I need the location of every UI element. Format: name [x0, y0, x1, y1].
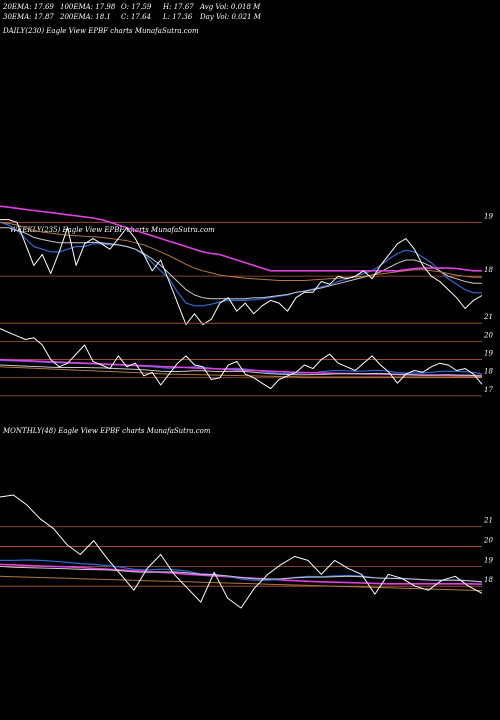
day-vol-stat: Day Vol: 0.021 M — [200, 13, 261, 22]
ema200-label: 200EMA: — [60, 13, 94, 21]
avg-vol-stat: Avg Vol: 0.018 M — [200, 3, 260, 12]
ema20-label: 20EMA: — [3, 3, 32, 11]
weekly-panel-title: WEEKLY(235) Eagle View EPBF charts Munaf… — [10, 226, 215, 234]
monthly-y-tick-label: 20 — [483, 537, 493, 545]
ema30-label: 30EMA: — [3, 13, 32, 21]
weekly-ema-mid-line — [0, 366, 482, 378]
close-label: C: — [121, 13, 129, 21]
daily-ema-long-line — [0, 205, 482, 272]
daily-panel-title: DAILY(230) Eagle View EPBF charts Munafa… — [3, 27, 199, 35]
daily-ema-slow-line — [0, 227, 482, 300]
low-stat: L: 17.36 — [163, 13, 192, 22]
header-row-1: 20EMA: 17.69 — [3, 3, 54, 12]
close-value: 17.64 — [130, 13, 151, 21]
ema30-stat: 30EMA: 17.87 — [3, 13, 54, 22]
ema20-value: 17.69 — [33, 3, 54, 11]
monthly-y-tick-label: 18 — [484, 576, 493, 584]
open-label: O: — [121, 3, 130, 11]
monthly-price-line — [0, 494, 483, 609]
close-stat: C: 17.64 — [121, 13, 151, 22]
weekly-y-tick-label: 20 — [483, 331, 493, 339]
day-vol-value: 0.021 M — [231, 13, 261, 21]
weekly-y-tick-label: 18 — [484, 368, 493, 376]
ema200-value: 18.1 — [95, 13, 111, 21]
monthly-y-tick-label: 21 — [483, 517, 493, 525]
day-vol-label: Day Vol: — [200, 13, 230, 21]
weekly-y-tick-label: 21 — [483, 313, 493, 321]
ema100-label: 100EMA: — [60, 3, 94, 11]
avg-vol-label: Avg Vol: — [200, 3, 229, 11]
monthly-ema-long-line — [0, 563, 483, 585]
high-stat: H: 17.67 — [163, 3, 194, 12]
low-label: L: — [163, 13, 171, 21]
avg-vol-value: 0.018 M — [230, 3, 261, 11]
monthly-ema-mid-line — [0, 575, 483, 592]
daily-price-line — [0, 219, 483, 326]
high-value: 17.67 — [173, 3, 194, 11]
ema30-value: 17.87 — [33, 13, 54, 21]
weekly-ema-slow-line — [0, 364, 483, 377]
daily-ema-fast-line — [0, 221, 482, 307]
open-stat: O: 17.59 — [121, 3, 151, 12]
weekly-y-tick-label: 19 — [484, 350, 493, 358]
high-label: H: — [163, 3, 172, 11]
open-value: 17.59 — [131, 3, 152, 11]
weekly-y-tick-label: 17 — [484, 386, 493, 394]
daily-y-tick-label: 18 — [484, 266, 493, 274]
daily-y-tick-label: 19 — [484, 212, 493, 220]
daily-ema-mid-line — [0, 221, 482, 281]
ema100-stat: 100EMA: 17.98 — [60, 3, 115, 12]
monthly-y-tick-label: 19 — [484, 556, 493, 564]
weekly-price-line — [0, 328, 483, 390]
ema200-stat: 200EMA: 18.1 — [60, 13, 111, 22]
monthly-panel-title: MONTHLY(48) Eagle View EPBF charts Munaf… — [3, 427, 211, 435]
low-value: 17.36 — [172, 13, 193, 21]
ema100-value: 17.98 — [95, 3, 116, 11]
